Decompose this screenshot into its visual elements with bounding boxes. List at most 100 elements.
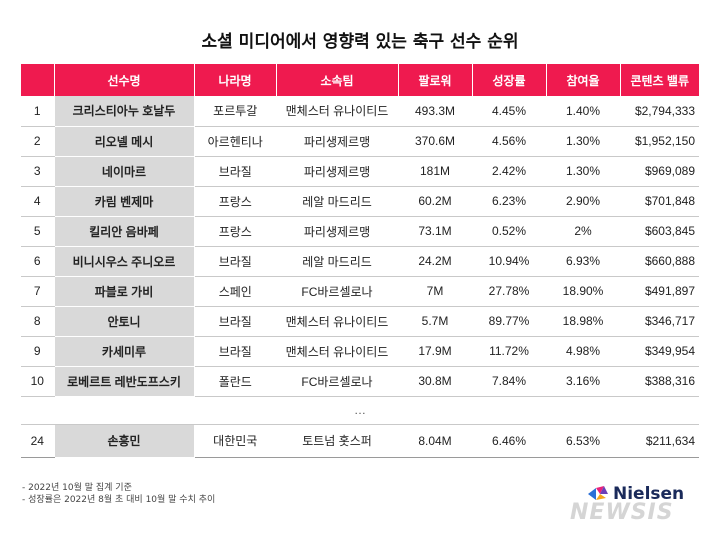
engagement-cell: 4.98% bbox=[546, 336, 620, 367]
content-value-cell: $603,845 bbox=[620, 216, 699, 247]
content-value-cell: $491,897 bbox=[620, 276, 699, 307]
rank-cell: 5 bbox=[21, 216, 54, 247]
followers-cell: 8.04M bbox=[398, 424, 472, 458]
player-name-cell: 카림 벤제마 bbox=[53, 186, 195, 217]
engagement-cell: 6.53% bbox=[546, 424, 620, 458]
country-cell: 브라질 bbox=[194, 156, 276, 187]
engagement-cell: 18.90% bbox=[546, 276, 620, 307]
header-engagement: 참여율 bbox=[545, 64, 620, 96]
header-followers: 팔로워 bbox=[397, 64, 472, 96]
player-name-cell: 비니시우스 주니오르 bbox=[53, 246, 195, 277]
ranking-table: 선수명 나라명 소속팀 팔로워 성장률 참여율 콘텐츠 밸류 1 크리스티아누 호… bbox=[21, 64, 699, 458]
followers-cell: 30.8M bbox=[398, 366, 472, 397]
table-row: 1 크리스티아누 호날두 포르투갈 맨체스터 유나이티드 493.3M 4.45% 1.40… bbox=[21, 96, 699, 127]
engagement-cell: 1.30% bbox=[546, 156, 620, 187]
team-cell: 파리생제르맹 bbox=[276, 156, 398, 187]
header-country: 나라명 bbox=[193, 64, 276, 96]
rank-cell: 1 bbox=[21, 96, 54, 127]
country-cell: 프랑스 bbox=[194, 186, 276, 217]
header-team: 소속팀 bbox=[275, 64, 398, 96]
growth-cell: 4.45% bbox=[472, 96, 546, 127]
player-name-cell: 파블로 가비 bbox=[53, 276, 195, 307]
followers-cell: 493.3M bbox=[398, 96, 472, 127]
rank-cell: 9 bbox=[21, 336, 54, 367]
player-name-cell: 안토니 bbox=[53, 306, 195, 337]
team-cell: 맨체스터 유나이티드 bbox=[276, 306, 398, 337]
team-cell: 파리생제르맹 bbox=[276, 126, 398, 157]
nielsen-logo-text: Nielsen bbox=[613, 484, 685, 504]
country-cell: 프랑스 bbox=[194, 216, 276, 247]
country-cell: 브라질 bbox=[194, 306, 276, 337]
growth-cell: 11.72% bbox=[472, 336, 546, 367]
rank-cell: 7 bbox=[21, 276, 54, 307]
footnote: - 2022년 10월 말 집계 기준 bbox=[22, 483, 132, 493]
content-value-cell: $349,954 bbox=[620, 336, 699, 367]
header-value: 콘텐츠 밸류 bbox=[619, 64, 699, 96]
country-cell: 브라질 bbox=[194, 336, 276, 367]
country-cell: 대한민국 bbox=[194, 424, 276, 458]
engagement-cell: 6.93% bbox=[546, 246, 620, 277]
table-row: 4 카림 벤제마 프랑스 레알 마드리드 60.2M 6.23% 2.90% $701,848 bbox=[21, 186, 699, 217]
player-name-cell: 크리스티아누 호날두 bbox=[53, 96, 195, 127]
table-row: 9 카세미루 브라질 맨체스터 유나이티드 17.9M 11.72% 4.98% $349,9… bbox=[21, 336, 699, 367]
rank-cell: 2 bbox=[21, 126, 54, 157]
nielsen-logo: Nielsen bbox=[586, 482, 684, 506]
player-name-cell: 로베르트 레반도프스키 bbox=[53, 366, 195, 397]
table-row: 2 리오넬 메시 아르헨티나 파리생제르맹 370.6M 4.56% 1.30% $1,952… bbox=[21, 126, 699, 157]
followers-cell: 181M bbox=[398, 156, 472, 187]
player-name-cell: 손흥민 bbox=[53, 424, 195, 458]
team-cell: 레알 마드리드 bbox=[276, 246, 398, 277]
growth-cell: 10.94% bbox=[472, 246, 546, 277]
ellipsis-row: … bbox=[21, 396, 699, 425]
country-cell: 폴란드 bbox=[194, 366, 276, 397]
growth-cell: 0.52% bbox=[472, 216, 546, 247]
content-value-cell: $388,316 bbox=[620, 366, 699, 397]
footnotes: - 2022년 10월 말 집계 기준 - 성장률은 2022년 8월 초 대비… bbox=[22, 482, 215, 506]
engagement-cell: 1.40% bbox=[546, 96, 620, 127]
content-value-cell: $969,089 bbox=[620, 156, 699, 187]
header-growth: 성장률 bbox=[471, 64, 546, 96]
engagement-cell: 2.90% bbox=[546, 186, 620, 217]
followers-cell: 24.2M bbox=[398, 246, 472, 277]
team-cell: 레알 마드리드 bbox=[276, 186, 398, 217]
rank-cell: 6 bbox=[21, 246, 54, 277]
content-value-cell: $2,794,333 bbox=[620, 96, 699, 127]
growth-cell: 4.56% bbox=[472, 126, 546, 157]
rank-cell: 8 bbox=[21, 306, 54, 337]
followers-cell: 60.2M bbox=[398, 186, 472, 217]
team-cell: 맨체스터 유나이티드 bbox=[276, 336, 398, 367]
growth-cell: 89.77% bbox=[472, 306, 546, 337]
followers-cell: 5.7M bbox=[398, 306, 472, 337]
team-cell: FC바르셀로나 bbox=[276, 276, 398, 307]
growth-cell: 6.23% bbox=[472, 186, 546, 217]
table-row: 10 로베르트 레반도프스키 폴란드 FC바르셀로나 30.8M 7.84% 3.16% $3… bbox=[21, 366, 699, 397]
team-cell: 맨체스터 유나이티드 bbox=[276, 96, 398, 127]
country-cell: 아르헨티나 bbox=[194, 126, 276, 157]
rank-cell: 10 bbox=[21, 366, 54, 397]
engagement-cell: 1.30% bbox=[546, 126, 620, 157]
rank-cell: 24 bbox=[21, 424, 54, 458]
growth-cell: 27.78% bbox=[472, 276, 546, 307]
table-header-row: 선수명 나라명 소속팀 팔로워 성장률 참여율 콘텐츠 밸류 bbox=[21, 64, 699, 96]
nielsen-logo-icon bbox=[588, 486, 608, 500]
page-title: 소셜 미디어에서 영향력 있는 축구 선수 순위 bbox=[201, 32, 519, 52]
player-name-cell: 네이마르 bbox=[53, 156, 195, 187]
table-row: 5 킬리안 음바페 프랑스 파리생제르맹 73.1M 0.52% 2% $603,845 bbox=[21, 216, 699, 247]
country-cell: 브라질 bbox=[194, 246, 276, 277]
content-value-cell: $211,634 bbox=[620, 424, 699, 458]
growth-cell: 7.84% bbox=[472, 366, 546, 397]
followers-cell: 73.1M bbox=[398, 216, 472, 247]
player-name-cell: 카세미루 bbox=[53, 336, 195, 367]
table-row: 6 비니시우스 주니오르 브라질 레알 마드리드 24.2M 10.94% 6.93% $66… bbox=[21, 246, 699, 277]
engagement-cell: 2% bbox=[546, 216, 620, 247]
content-value-cell: $1,952,150 bbox=[620, 126, 699, 157]
engagement-cell: 3.16% bbox=[546, 366, 620, 397]
player-name-cell: 킬리안 음바페 bbox=[53, 216, 195, 247]
engagement-cell: 18.98% bbox=[546, 306, 620, 337]
table-row: 3 네이마르 브라질 파리생제르맹 181M 2.42% 1.30% $969,089 bbox=[21, 156, 699, 187]
followers-cell: 370.6M bbox=[398, 126, 472, 157]
team-cell: FC바르셀로나 bbox=[276, 366, 398, 397]
player-name-cell: 리오넬 메시 bbox=[53, 126, 195, 157]
team-cell: 토트넘 홋스퍼 bbox=[276, 424, 398, 458]
followers-cell: 17.9M bbox=[398, 336, 472, 367]
